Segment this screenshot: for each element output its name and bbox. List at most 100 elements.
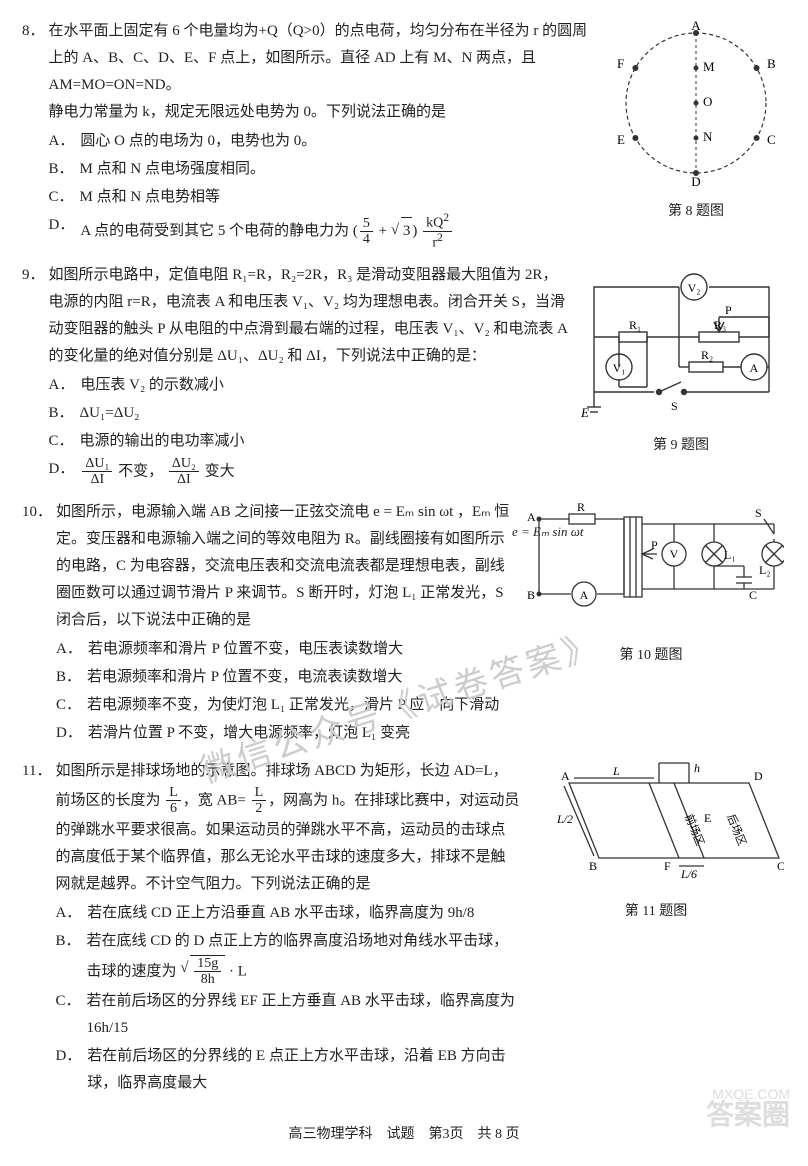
- svg-text:M: M: [703, 59, 715, 74]
- q9A-label: A．: [49, 372, 75, 399]
- svg-text:P: P: [725, 303, 732, 317]
- svg-text:V: V: [669, 547, 678, 561]
- svg-text:A: A: [749, 361, 758, 375]
- svg-text:F: F: [617, 56, 624, 71]
- q10C-label: C．: [56, 692, 81, 719]
- q9-text: 如图所示电路中，定值电阻 R₁=R，R₂=2R，R₃ 是滑动变阻器最大阻值为 2…: [49, 262, 570, 489]
- svg-text:R₁: R₁: [629, 318, 641, 332]
- q8D-label: D．: [49, 212, 75, 239]
- svg-text:C: C: [777, 859, 784, 873]
- q8-number: 8．: [22, 18, 45, 45]
- svg-text:C: C: [749, 588, 757, 602]
- svg-text:R₂: R₂: [701, 348, 713, 362]
- q11-optC: 若在前后场区的分界线 EF 正上方垂直 AB 水平击球，临界高度为 16h/15: [86, 988, 520, 1042]
- q8-optB: M 点和 N 点电场强度相同。: [80, 156, 265, 183]
- svg-text:A: A: [561, 769, 570, 783]
- svg-text:C: C: [767, 132, 776, 147]
- question-10: A B R A P V L₁ S L₂ C e = Eₘ sin ωt 第 10…: [22, 499, 786, 748]
- q9-optD: ΔU₁ΔI 不变， ΔU₂ΔI 变大: [80, 456, 234, 488]
- page-footer: 高三物理学科 试题 第3页 共 8 页: [22, 1122, 786, 1147]
- q11D-label: D．: [55, 1043, 81, 1070]
- fig10-svg: A B R A P V L₁ S L₂ C: [519, 499, 784, 629]
- q8-stem2: 静电力常量为 k，规定无限远处电势为 0。下列说法正确的是: [49, 104, 447, 120]
- svg-text:S: S: [671, 399, 678, 413]
- svg-text:O: O: [703, 94, 712, 109]
- question-9: V₂ P R₁ R₃ V₁ R₂ A E S 第 9 题图 9． 如图所示电路中…: [22, 262, 786, 489]
- fig9-svg: V₂ P R₁ R₃ V₁ R₂ A E S: [579, 262, 784, 422]
- svg-text:A: A: [691, 18, 701, 33]
- q10-number: 10．: [22, 499, 52, 526]
- q10B-label: B．: [56, 664, 81, 691]
- svg-text:N: N: [703, 129, 713, 144]
- q10D-label: D．: [56, 720, 82, 747]
- fig11-caption: 第 11 题图: [526, 899, 786, 924]
- svg-text:V₂: V₂: [687, 281, 700, 295]
- question-11: 微信公众号《试卷答案》 A D B C F E: [22, 758, 786, 1099]
- svg-text:A: A: [579, 588, 588, 602]
- fig11-svg: A D B C F E L L/2 L/6 h 前场区 后场区: [529, 758, 784, 888]
- svg-text:L/6: L/6: [680, 867, 697, 881]
- figure-8: A B C D E F M O N 第 8 题图: [606, 18, 786, 224]
- q8B-label: B．: [49, 156, 74, 183]
- q11-optA: 若在底线 CD 正上方沿垂直 AB 水平击球，临界高度为 9h/8: [87, 900, 474, 927]
- svg-text:h: h: [694, 761, 700, 775]
- q10-optB: 若电源频率和滑片 P 位置不变，电流表读数增大: [87, 664, 402, 691]
- q8-text: 在水平面上固定有 6 个电量均为+Q（Q>0）的点电荷，均匀分布在半径为 r 的…: [49, 18, 600, 252]
- q10-optA: 若电源频率和滑片 P 位置不变，电压表读数增大: [88, 636, 403, 663]
- q8-stem1: 在水平面上固定有 6 个电量均为+Q（Q>0）的点电荷，均匀分布在半径为 r 的…: [49, 23, 588, 93]
- fig9-caption: 第 9 题图: [576, 433, 786, 458]
- svg-text:L₂: L₂: [759, 563, 771, 577]
- q11A-label: A．: [55, 900, 81, 927]
- svg-text:后场区: 后场区: [724, 812, 749, 848]
- q8C-label: C．: [49, 184, 74, 211]
- svg-text:B: B: [767, 56, 776, 71]
- q9B-label: B．: [49, 400, 74, 427]
- q10-stem: 如图所示，电源输入端 AB 之间接一正弦交流电 e = Eₘ sin ωt ，E…: [56, 504, 509, 628]
- q10-text: 如图所示，电源输入端 AB 之间接一正弦交流电 e = Eₘ sin ωt ，E…: [56, 499, 510, 748]
- figure-11: A D B C F E L L/2 L/6 h 前场区 后场区 第 11 题图: [526, 758, 786, 924]
- q10A-label: A．: [56, 636, 82, 663]
- fig8-svg: A B C D E F M O N: [611, 18, 781, 188]
- q9C-label: C．: [49, 428, 74, 455]
- svg-text:V₁: V₁: [612, 361, 625, 375]
- q9-optC: 电源的输出的电功率减小: [80, 428, 245, 455]
- svg-text:R: R: [577, 500, 585, 514]
- svg-text:L₁: L₁: [724, 548, 736, 562]
- svg-text:F: F: [664, 859, 671, 873]
- svg-text:B: B: [589, 859, 597, 873]
- svg-text:E: E: [704, 811, 711, 825]
- q9D-label: D．: [49, 456, 75, 483]
- figure-9: V₂ P R₁ R₃ V₁ R₂ A E S 第 9 题图: [576, 262, 786, 458]
- q11-optD: 若在前后场区的分界线的 E 点正上方水平击球，沿着 EB 方向击球，临界高度最大: [87, 1043, 520, 1097]
- svg-text:R₃: R₃: [714, 318, 726, 332]
- q11B-label: B．: [55, 928, 80, 955]
- q8A-label: A．: [49, 128, 75, 155]
- q8-optA: 圆心 O 点的电场为 0，电势也为 0。: [80, 128, 316, 155]
- q11-number: 11．: [22, 758, 51, 785]
- svg-text:B: B: [527, 588, 535, 602]
- q10-optD: 若滑片位置 P 不变，增大电源频率，灯泡 L₁ 变亮: [88, 720, 410, 747]
- q11-text: 如图所示是排球场地的示意图。排球场 ABCD 为矩形，长边 AD=L，前场区的长…: [55, 758, 520, 1099]
- q9-optA: 电压表 V₂ 的示数减小: [80, 372, 224, 399]
- svg-text:S: S: [755, 506, 762, 520]
- svg-text:P: P: [651, 538, 658, 552]
- fig8-caption: 第 8 题图: [606, 199, 786, 224]
- question-8: A B C D E F M O N 第 8 题图 8． 在水平面上固定有 6 个…: [22, 18, 786, 252]
- svg-text:L: L: [612, 764, 620, 778]
- q8-optC: M 点和 N 点电势相等: [80, 184, 220, 211]
- q9-number: 9．: [22, 262, 45, 289]
- svg-text:E: E: [580, 405, 589, 420]
- q11C-label: C．: [55, 988, 80, 1015]
- figure-10: A B R A P V L₁ S L₂ C e = Eₘ sin ωt 第 10…: [516, 499, 786, 669]
- q9-stem: 如图所示电路中，定值电阻 R₁=R，R₂=2R，R₃ 是滑动变阻器最大阻值为 2…: [49, 267, 568, 364]
- q8D-pre: A 点的电荷受到其它 5 个电荷的静电力为: [80, 223, 349, 239]
- q10-optC: 若电源频率不变，为使灯泡 L₁ 正常发光，滑片 P 应 向下滑动: [87, 692, 499, 719]
- svg-text:L/2: L/2: [556, 812, 573, 826]
- q9-optB: ΔU₁=ΔU₂: [80, 400, 140, 427]
- svg-text:E: E: [617, 132, 625, 147]
- fig10-caption: 第 10 题图: [516, 643, 786, 668]
- q8-optD: A 点的电荷受到其它 5 个电荷的静电力为 (54 + 3) kQ2r2: [80, 212, 454, 251]
- svg-text:D: D: [754, 769, 763, 783]
- q11-optB: 若在底线 CD 的 D 点正上方的临界高度沿场地对角线水平击球，击球的速度为 1…: [86, 928, 520, 988]
- svg-text:D: D: [691, 174, 700, 188]
